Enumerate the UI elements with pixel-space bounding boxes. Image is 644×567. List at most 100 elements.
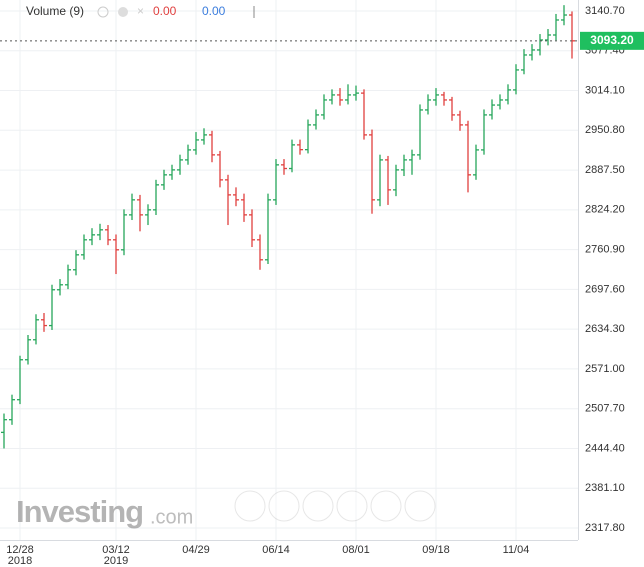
ohlc-bar — [121, 209, 127, 256]
ohlc-bar — [465, 120, 471, 193]
indicator-reading: 0.00 — [202, 4, 226, 18]
last-price-badge — [580, 31, 644, 50]
watermark-brand: Investing — [16, 494, 143, 529]
ohlc-bar — [353, 85, 359, 101]
header: Volume (9) × 0.00 0.00 — [26, 4, 255, 18]
x-tick-label: 12/28 — [6, 544, 34, 556]
ohlc-bar — [153, 179, 159, 215]
y-tick-label: 2887.50 — [585, 164, 625, 176]
ohlc-bar — [377, 154, 383, 207]
y-tick-label: 2824.20 — [585, 204, 625, 216]
x-tick-label: 06/14 — [262, 544, 290, 556]
y-tick-label: 3014.10 — [585, 84, 625, 96]
x-tick-label: 09/18 — [422, 544, 450, 556]
ohlc-bar — [393, 164, 399, 197]
x-year-label: 2018 — [8, 555, 32, 567]
ohlc-bar — [169, 164, 175, 180]
y-tick-label: 2950.80 — [585, 124, 625, 136]
ohlc-bar — [185, 144, 191, 165]
tool-button[interactable] — [370, 490, 402, 522]
ohlc-bar — [145, 204, 151, 226]
x-tick-label: 04/29 — [182, 544, 210, 556]
y-tick-label: 2760.90 — [585, 244, 625, 256]
tool-button[interactable] — [404, 490, 436, 522]
watermark-suffix: .com — [150, 506, 193, 528]
ohlc-bar — [249, 209, 255, 248]
ohlc-bar — [297, 139, 303, 155]
ohlc-bar — [129, 193, 135, 221]
ohlc-bar — [137, 194, 143, 232]
ohlc-bar — [337, 88, 343, 106]
ohlc-bar — [265, 193, 271, 264]
ohlc-bar — [489, 99, 495, 120]
ohlc-bar — [225, 174, 231, 226]
ohlc-bar — [233, 187, 239, 207]
indicator-reading: 0.00 — [153, 4, 177, 18]
y-tick-label: 2634.30 — [585, 323, 625, 335]
ohlc-bar — [497, 94, 503, 110]
ohlc-bar — [457, 110, 463, 131]
ohlc-bar — [97, 223, 103, 241]
ohlc-bar — [553, 13, 559, 41]
ohlc-bar — [449, 96, 455, 121]
ohlc-bar — [33, 314, 39, 345]
last-price-label: 3093.20 — [590, 33, 634, 47]
ohlc-bar — [505, 84, 511, 105]
gear-icon[interactable] — [118, 7, 128, 17]
ohlc-bar — [561, 5, 567, 26]
ohlc-bar — [217, 150, 223, 188]
ohlc-bar — [57, 279, 63, 296]
ohlc-bar — [105, 225, 111, 246]
tool-button[interactable] — [302, 490, 334, 522]
x-tick-label: 08/01 — [342, 544, 370, 556]
tool-button[interactable] — [336, 490, 368, 522]
ohlc-bar — [425, 94, 431, 115]
ohlc-bar — [569, 11, 575, 59]
ohlc-bar — [361, 89, 367, 140]
x-tick-label: 03/12 — [102, 544, 130, 556]
ohlc-bar — [305, 119, 311, 154]
ohlc-bar — [321, 94, 327, 120]
ohlc-bar — [529, 44, 535, 61]
tool-button[interactable] — [268, 490, 300, 522]
ohlc-bar — [289, 139, 295, 173]
x-year-label: 2019 — [104, 555, 128, 567]
ohlc-bar — [49, 284, 55, 330]
ohlc-bar — [25, 334, 31, 365]
close-icon[interactable]: × — [137, 4, 144, 18]
ohlc-bar — [329, 89, 335, 105]
ohlc-bar — [241, 193, 247, 222]
ohlc-bar — [281, 159, 287, 175]
tool-button[interactable] — [234, 490, 266, 522]
ohlc-bar — [201, 128, 207, 145]
ohlc-bar — [17, 355, 23, 405]
y-tick-label: 2571.00 — [585, 363, 625, 375]
ohlc-bar — [433, 88, 439, 106]
ohlc-bar — [409, 149, 415, 175]
eye-icon[interactable] — [97, 6, 109, 18]
bars — [1, 5, 575, 449]
y-tick-label: 2697.60 — [585, 283, 625, 295]
ohlc-bar — [369, 129, 375, 214]
ohlc-bar — [545, 29, 551, 46]
watermark: Investing .com — [16, 494, 193, 529]
ohlc-bar — [209, 130, 215, 163]
ohlc-bar — [313, 109, 319, 130]
x-tick-label: 11/04 — [503, 544, 530, 556]
ohlc-bar — [401, 154, 407, 177]
ohlc-bar — [537, 34, 543, 56]
y-tick-label: 2381.10 — [585, 482, 625, 494]
ohlc-bar — [113, 234, 119, 275]
y-tick-label: 2507.70 — [585, 403, 625, 415]
ohlc-bar — [177, 154, 183, 175]
ohlc-bar — [481, 109, 487, 155]
ohlc-bar — [473, 144, 479, 180]
ohlc-bar — [89, 228, 95, 246]
ohlc-bar — [273, 159, 279, 205]
y-tick-label: 2444.40 — [585, 442, 625, 454]
ohlc-bar — [161, 169, 167, 190]
indicator-name: Volume (9) — [26, 4, 84, 18]
